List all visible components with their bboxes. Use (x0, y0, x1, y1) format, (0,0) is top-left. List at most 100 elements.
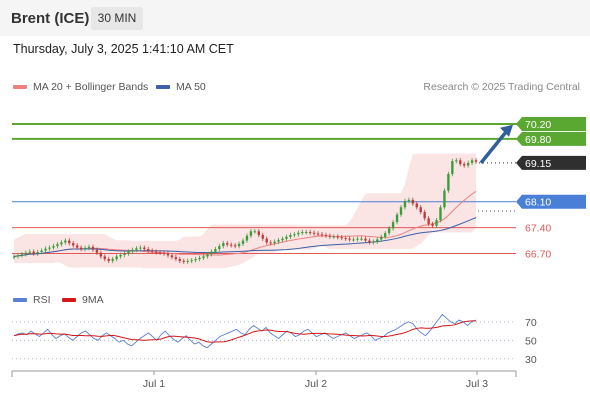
candle-body (277, 240, 280, 242)
rsi-line (13, 313, 477, 349)
candle-body (241, 240, 245, 244)
candle-body (75, 245, 79, 248)
candle-body (24, 252, 28, 255)
ma50-line (13, 217, 477, 257)
candle-body (72, 243, 75, 246)
candle-body (210, 251, 213, 255)
candle-body (435, 220, 438, 226)
candle-body (376, 239, 379, 242)
candle-body (466, 162, 470, 166)
candle-body (206, 254, 209, 257)
candle-body (135, 248, 138, 250)
candle-body (447, 173, 450, 191)
candle-body (411, 199, 415, 204)
candle-body (20, 254, 24, 256)
candle-body (214, 249, 217, 252)
level-tag-69.80 (516, 131, 586, 146)
candle-body (99, 252, 103, 257)
candle-body (123, 253, 126, 255)
candle-body (127, 251, 130, 254)
legend-rsi-ma-label: 9MA (82, 294, 104, 306)
level-label-69.80: 69.80 (525, 134, 551, 146)
candle-body (419, 207, 422, 213)
candle-body (28, 251, 31, 253)
candle-body (103, 256, 106, 260)
level-label-69.15: 69.15 (525, 158, 551, 170)
candle-body (166, 253, 170, 256)
candle-body (162, 252, 166, 254)
candle-body (348, 238, 351, 240)
candle-body (415, 203, 418, 208)
target-arrow-shaft (479, 129, 509, 164)
candle-body (431, 223, 434, 226)
candle-body (439, 207, 442, 221)
candle-body (151, 250, 154, 252)
level-label-66.70: 66.70 (525, 249, 551, 261)
candle-body (32, 251, 35, 254)
timeframe-button[interactable]: 30 MIN (91, 7, 143, 30)
candle-body (340, 237, 343, 239)
candle-body (293, 234, 296, 236)
candle-body (261, 235, 264, 239)
ma50-swatch-icon (156, 85, 170, 90)
candle-body (115, 256, 118, 260)
rsi-ma-swatch-icon (62, 298, 76, 303)
rsi-tick-label-50: 50 (525, 335, 537, 347)
candle-body (222, 243, 225, 247)
candle-body (257, 231, 261, 236)
candle-body (253, 231, 257, 233)
candle-body (174, 257, 178, 260)
rsi-ma-line (13, 320, 476, 343)
candle-body (368, 240, 371, 243)
rsi-swatch-icon (13, 298, 27, 303)
x-tick-label: Jul 2 (305, 378, 327, 390)
candle-body (95, 249, 99, 253)
candle-body (198, 257, 201, 260)
candle-body (360, 238, 363, 240)
candle-body (455, 160, 458, 162)
candle-body (289, 235, 292, 237)
candle-body (202, 256, 205, 258)
candle-body (427, 218, 430, 224)
candle-body (229, 244, 233, 246)
candle-body (12, 256, 16, 258)
candle-body (391, 222, 395, 229)
candle-body (226, 243, 229, 245)
candle-body (474, 160, 478, 162)
candle-body (178, 259, 182, 261)
candle-body (143, 247, 146, 250)
candle-body (324, 235, 328, 237)
rsi-tick-label-70: 70 (525, 317, 537, 329)
candle-body (328, 235, 332, 237)
candle-body (40, 250, 43, 253)
candle-body (87, 246, 91, 248)
candle-body (60, 242, 63, 245)
candle-body (16, 255, 20, 257)
candle-body (316, 233, 320, 235)
legend-ma20-label: MA 20 + Bollinger Bands (33, 81, 149, 93)
candle-body (64, 240, 67, 243)
candle-body (83, 247, 87, 250)
candle-body (265, 238, 268, 243)
candle-body (237, 243, 241, 247)
instrument-title: Brent (ICE) (11, 10, 90, 27)
candle-body (320, 234, 324, 236)
candle-body (107, 259, 110, 261)
candle-body (443, 190, 446, 208)
target-arrow-icon (500, 124, 513, 137)
x-tick-label: Jul 1 (143, 378, 165, 390)
candle-body (190, 260, 193, 262)
candle-body (131, 249, 134, 252)
candle-body (147, 249, 150, 251)
candle-body (79, 247, 83, 250)
level-label-70.20: 70.20 (525, 119, 551, 131)
candle-body (158, 252, 162, 254)
candle-body (423, 212, 426, 219)
chart-datetime: Thursday, July 3, 2025 1:41:10 AM CET (13, 42, 234, 56)
candle-body (249, 231, 253, 236)
candle-body (387, 228, 391, 234)
candle-body (356, 238, 359, 240)
legend-ma20: MA 20 + Bollinger Bands (13, 81, 148, 93)
candle-body (281, 238, 284, 241)
